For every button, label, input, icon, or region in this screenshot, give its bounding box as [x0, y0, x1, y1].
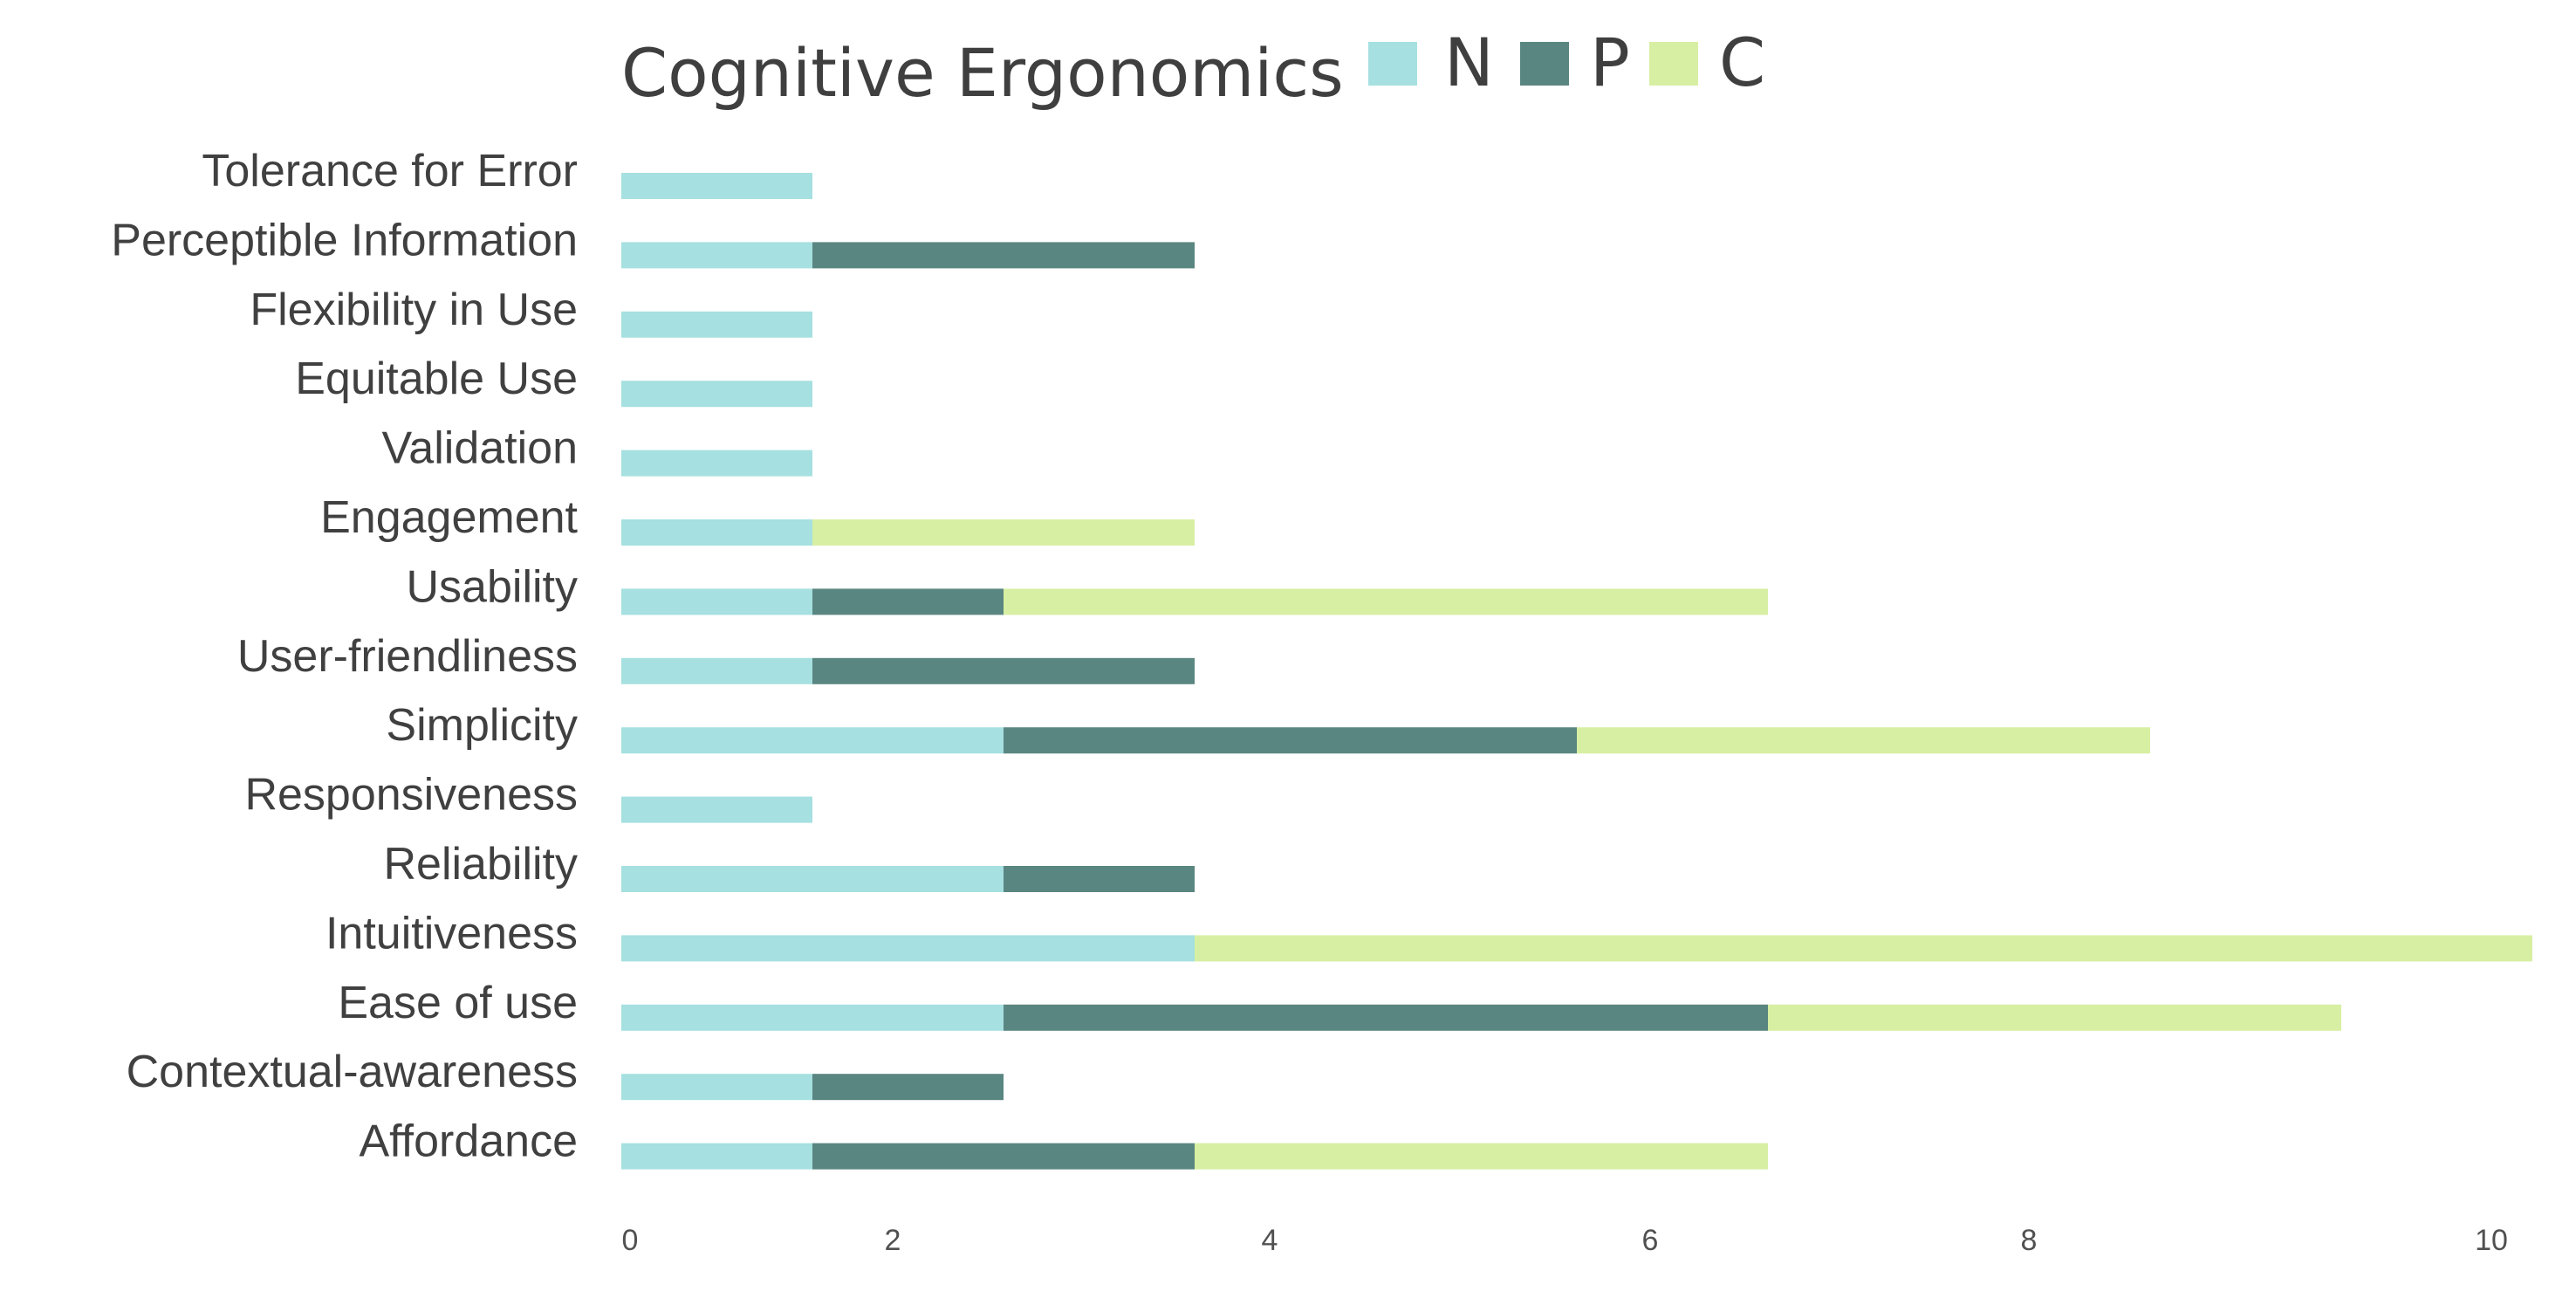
legend-swatch-p: [1520, 42, 1569, 86]
x-tick-label-2: 2: [885, 1224, 901, 1257]
bar-contextual-awareness-n: [621, 1074, 812, 1101]
bar-intuitiveness-n: [621, 935, 1195, 962]
category-label-responsiveness: Responsiveness: [244, 770, 578, 821]
bar-reliability-n: [621, 866, 1004, 892]
bar-user-friendliness-n: [621, 657, 812, 684]
chart-title: Cognitive Ergonomics: [621, 34, 1344, 112]
bar-usability-n: [621, 588, 812, 615]
bar-validation-n: [621, 450, 812, 477]
bar-perceptible-information-p: [812, 242, 1195, 269]
bar-flexibility-in-use-n: [621, 311, 812, 338]
category-label-tolerance-for-error: Tolerance for Error: [202, 146, 578, 196]
category-label-usability: Usability: [407, 561, 579, 612]
bar-engagement-n: [621, 519, 812, 546]
bar-ease-of-use-p: [1004, 1004, 1768, 1031]
bar-contextual-awareness-p: [812, 1074, 1004, 1101]
category-label-contextual-awareness: Contextual-awareness: [127, 1047, 578, 1097]
bar-simplicity-n: [621, 727, 1004, 754]
bar-affordance-c: [1195, 1143, 1768, 1170]
legend-swatch-n: [1368, 42, 1417, 86]
x-axis-ticks: 0 2 4 6 8 10: [622, 1224, 2508, 1257]
bar-affordance-n: [621, 1143, 812, 1170]
category-label-equitable-use: Equitable Use: [295, 354, 578, 404]
category-label-ease-of-use: Ease of use: [338, 978, 578, 1028]
legend-label-n: N: [1444, 24, 1494, 101]
legend-label-c: C: [1719, 24, 1765, 101]
category-label-reliability: Reliability: [383, 839, 578, 890]
bars: [621, 173, 2532, 1170]
category-label-perceptible-information: Perceptible Information: [111, 215, 578, 265]
x-tick-label-10: 10: [2475, 1224, 2508, 1257]
category-label-engagement: Engagement: [320, 492, 578, 543]
bar-engagement-c: [812, 519, 1195, 546]
bar-intuitiveness-c: [1195, 935, 2532, 962]
bar-usability-p: [812, 588, 1004, 615]
bar-simplicity-p: [1004, 727, 1577, 754]
category-label-validation: Validation: [381, 423, 578, 474]
category-labels: Tolerance for Error Perceptible Informati…: [111, 146, 578, 1167]
bar-simplicity-c: [1577, 727, 2150, 754]
x-tick-label-0: 0: [622, 1224, 639, 1257]
bar-responsiveness-n: [621, 796, 812, 823]
bar-usability-c: [1004, 588, 1768, 615]
bar-equitable-use-n: [621, 381, 812, 408]
category-label-intuitiveness: Intuitiveness: [325, 908, 578, 958]
category-label-simplicity: Simplicity: [386, 700, 578, 751]
bar-ease-of-use-c: [1768, 1004, 2341, 1031]
category-label-affordance: Affordance: [359, 1116, 578, 1167]
bar-tolerance-for-error-n: [621, 173, 812, 199]
x-tick-label-8: 8: [2021, 1224, 2038, 1257]
bar-ease-of-use-n: [621, 1004, 1004, 1031]
bar-reliability-p: [1004, 866, 1195, 892]
bar-perceptible-information-n: [621, 242, 812, 269]
bar-user-friendliness-p: [812, 657, 1195, 684]
category-label-flexibility-in-use: Flexibility in Use: [250, 285, 578, 335]
bar-affordance-p: [812, 1143, 1195, 1170]
legend-label-p: P: [1590, 24, 1630, 101]
x-tick-label-6: 6: [1642, 1224, 1659, 1257]
legend-swatch-c: [1649, 42, 1698, 86]
category-label-user-friendliness: User-friendliness: [237, 631, 578, 682]
x-tick-label-4: 4: [1262, 1224, 1278, 1257]
